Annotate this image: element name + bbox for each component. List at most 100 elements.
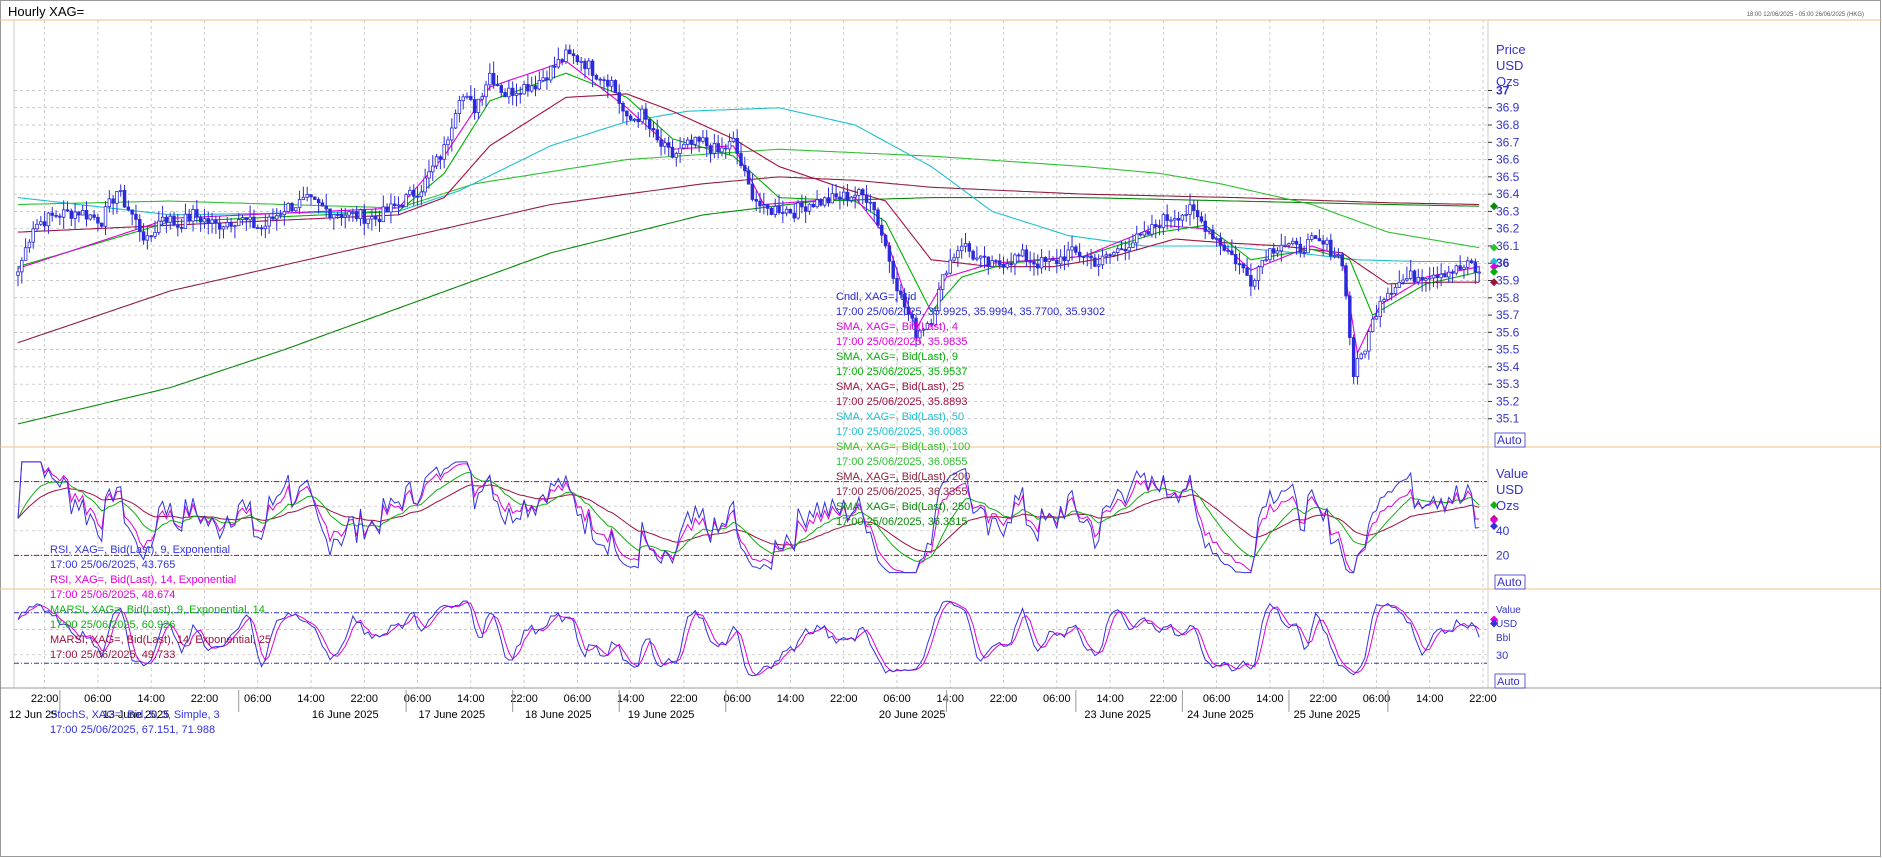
candle-body bbox=[853, 194, 857, 198]
candle-body bbox=[168, 215, 172, 223]
candle-body bbox=[373, 216, 378, 220]
price-tick-label: 35.5 bbox=[1496, 343, 1520, 357]
candle-body bbox=[697, 136, 701, 142]
stoch-auto-button: Auto bbox=[1497, 676, 1520, 688]
candle-body bbox=[990, 260, 994, 267]
candle-body bbox=[548, 65, 553, 81]
stoch-d-line bbox=[17, 601, 1480, 676]
candle-body bbox=[773, 205, 777, 215]
candle-body bbox=[1150, 224, 1154, 235]
candle-body bbox=[457, 100, 462, 114]
candle-body bbox=[1264, 259, 1268, 262]
candle-body bbox=[1336, 254, 1341, 257]
candle-body bbox=[994, 260, 998, 262]
candle-body bbox=[621, 102, 625, 112]
candle-body bbox=[134, 213, 138, 220]
candle-body bbox=[861, 189, 865, 196]
rsi-legend-name: MARSI, XAG=, Bid(Last), 9, Exponential, … bbox=[50, 604, 265, 616]
candle-body bbox=[1408, 270, 1413, 279]
candle-body bbox=[1458, 265, 1462, 270]
candle-body bbox=[1370, 318, 1375, 332]
price-tick-label: 37 bbox=[1496, 83, 1510, 97]
time-tick-label: 22:00 bbox=[670, 693, 698, 705]
candle-body bbox=[248, 216, 252, 221]
candle-body bbox=[183, 213, 188, 229]
candle-body bbox=[510, 87, 515, 96]
candle-body bbox=[788, 208, 793, 214]
candle-body bbox=[1055, 259, 1059, 265]
candle-body bbox=[613, 80, 618, 93]
candle-body bbox=[720, 147, 724, 153]
candle-body bbox=[762, 204, 766, 207]
candle-body bbox=[423, 177, 427, 193]
candle-body bbox=[609, 80, 614, 87]
candle-body bbox=[910, 313, 914, 319]
price-tick-label: 36.4 bbox=[1496, 187, 1520, 201]
stoch-auto-button-box bbox=[1494, 673, 1526, 689]
candle-body bbox=[735, 137, 739, 154]
candle-body bbox=[666, 142, 671, 148]
rsi-legend-name: RSI, XAG=, Bid(Last), 9, Exponential bbox=[50, 544, 230, 556]
price-tick-label: 35.6 bbox=[1496, 325, 1520, 339]
candle-body bbox=[385, 206, 389, 213]
candle-body bbox=[1363, 350, 1367, 355]
time-tick-label: 14:00 bbox=[617, 693, 645, 705]
rsi-legend-name: MARSI, XAG=, Bid(Last), 14, Exponential,… bbox=[50, 634, 271, 646]
time-tick-label: 22:00 bbox=[830, 693, 858, 705]
rsi-auto-button-box bbox=[1494, 574, 1526, 590]
candle-body bbox=[777, 205, 781, 213]
candle-body bbox=[1024, 249, 1029, 262]
candle-body bbox=[1447, 271, 1451, 278]
candle-body bbox=[1359, 353, 1363, 359]
candle-body bbox=[925, 323, 930, 330]
rsi-side-marker bbox=[1490, 522, 1498, 531]
candle-body bbox=[819, 199, 823, 206]
price-tick-label: 35.3 bbox=[1496, 377, 1520, 391]
candle-body bbox=[971, 250, 975, 260]
candle-body bbox=[221, 226, 226, 230]
price-tick-label: 35.2 bbox=[1496, 394, 1520, 408]
candle-body bbox=[1176, 218, 1181, 221]
candle-body bbox=[1039, 257, 1044, 269]
price-tick-label: 35.1 bbox=[1496, 412, 1520, 426]
candle-body bbox=[408, 189, 412, 196]
price-side-marker bbox=[1490, 257, 1498, 266]
candle-body bbox=[693, 136, 698, 145]
time-tick-label: 14:00 bbox=[457, 693, 485, 705]
candle-body bbox=[998, 260, 1002, 265]
candle-body bbox=[1188, 204, 1192, 215]
candle-body bbox=[176, 224, 180, 228]
candle-body bbox=[1245, 267, 1249, 276]
candle-body bbox=[328, 208, 332, 219]
rsi-legend-values: 17:00 25/06/2025, 60.926 bbox=[50, 619, 175, 631]
candle-body bbox=[754, 199, 758, 202]
candle-body bbox=[442, 144, 446, 160]
rsi-tick-label: 40 bbox=[1496, 524, 1510, 538]
candle-body bbox=[1386, 292, 1390, 300]
candle-body bbox=[541, 77, 545, 81]
candle-body bbox=[533, 85, 538, 90]
candle-body bbox=[1279, 244, 1284, 252]
candle-body bbox=[1005, 263, 1010, 268]
candle-body bbox=[271, 216, 275, 220]
candle-body bbox=[1062, 256, 1067, 261]
candle-body bbox=[164, 216, 169, 223]
candle-body bbox=[1036, 263, 1040, 269]
candle-body bbox=[876, 209, 880, 226]
candle-body bbox=[849, 196, 854, 201]
candle-body bbox=[929, 323, 933, 326]
candle-body bbox=[895, 278, 899, 292]
candle-body bbox=[750, 183, 755, 200]
candle-body bbox=[290, 203, 294, 212]
price-tick-label: 36.5 bbox=[1496, 170, 1520, 184]
candle-body bbox=[491, 72, 496, 85]
candle-body bbox=[800, 202, 804, 208]
candle-body bbox=[1439, 273, 1443, 279]
candle-body bbox=[579, 60, 583, 63]
candle-body bbox=[1104, 254, 1109, 257]
candle-body bbox=[160, 216, 165, 222]
candle-body bbox=[1115, 248, 1120, 253]
candle-body bbox=[1127, 247, 1131, 252]
candle-body bbox=[743, 165, 747, 172]
